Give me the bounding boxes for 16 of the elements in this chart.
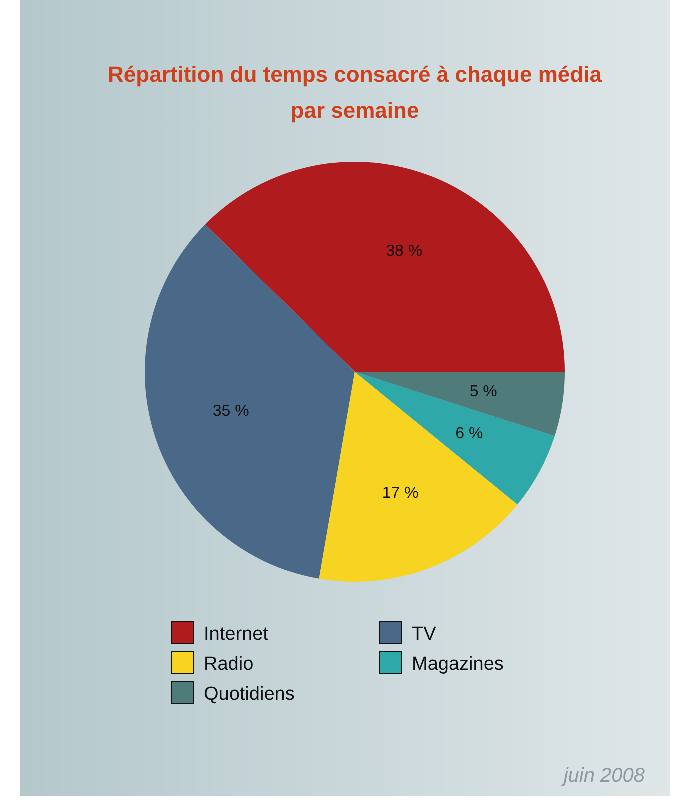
legend-label: Magazines — [412, 654, 504, 675]
pie-slice — [205, 162, 565, 372]
text: juin 2008 — [560, 765, 645, 787]
pie-slice — [145, 224, 355, 579]
data-label: 6 % — [456, 425, 484, 442]
chart-title: Répartition du temps consacré à chaque média par semaine — [108, 62, 603, 123]
data-label: 17 % — [382, 485, 419, 502]
legend-label: TV — [412, 624, 437, 645]
legend-label: Quotidiens — [204, 684, 295, 705]
pie-slice — [319, 372, 518, 582]
data-label: 38 % — [386, 242, 423, 260]
pie-slice — [355, 372, 555, 505]
legend-label: Internet — [204, 624, 270, 645]
data-label: 35 % — [212, 403, 250, 420]
data-label: 5 % — [470, 383, 498, 400]
legend-label: Radio — [204, 654, 254, 675]
